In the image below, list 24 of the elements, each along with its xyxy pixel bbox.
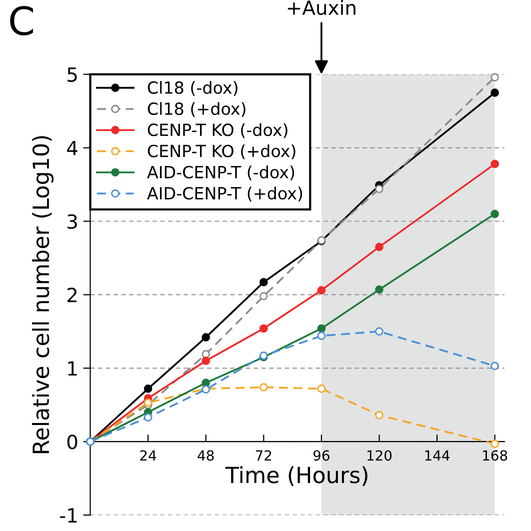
y-axis-title: Relative cell number (Log10) — [32, 136, 54, 454]
x-tick-label: 24 — [140, 450, 156, 460]
legend-label: AID-CENP-T (+dox) — [147, 186, 302, 202]
y-tick-label: 0 — [67, 434, 78, 450]
legend-label: Cl18 (+dox) — [148, 102, 246, 117]
x-axis-title: Time (Hours) — [225, 466, 368, 486]
x-tick-label: 48 — [198, 450, 214, 461]
text: C — [10, 6, 34, 36]
y-tick-label: 5 — [68, 68, 77, 82]
legend-label: Cl18 (-dox) — [148, 81, 238, 96]
y-tick-label: 1 — [68, 361, 77, 376]
legend-label: CENP-T KO (-dox) — [148, 123, 288, 138]
x-tick-label: 96 — [313, 450, 330, 461]
y-tick-label: 3 — [68, 214, 77, 229]
x-tick-label: 144 — [425, 450, 450, 460]
y-tick-label: 4 — [67, 141, 78, 156]
y-tick-label: -1 — [60, 508, 77, 522]
x-tick-label: 168 — [483, 450, 508, 461]
annotation: +Auxin — [288, 0, 356, 16]
x-tick-label: 120 — [368, 450, 392, 461]
y-tick-label: 2 — [68, 288, 77, 302]
x-tick-label: 72 — [256, 450, 272, 460]
legend-label: AID-CENP-T (-dox) — [147, 166, 294, 180]
legend-label: CENP-T KO (+dox) — [148, 144, 296, 160]
